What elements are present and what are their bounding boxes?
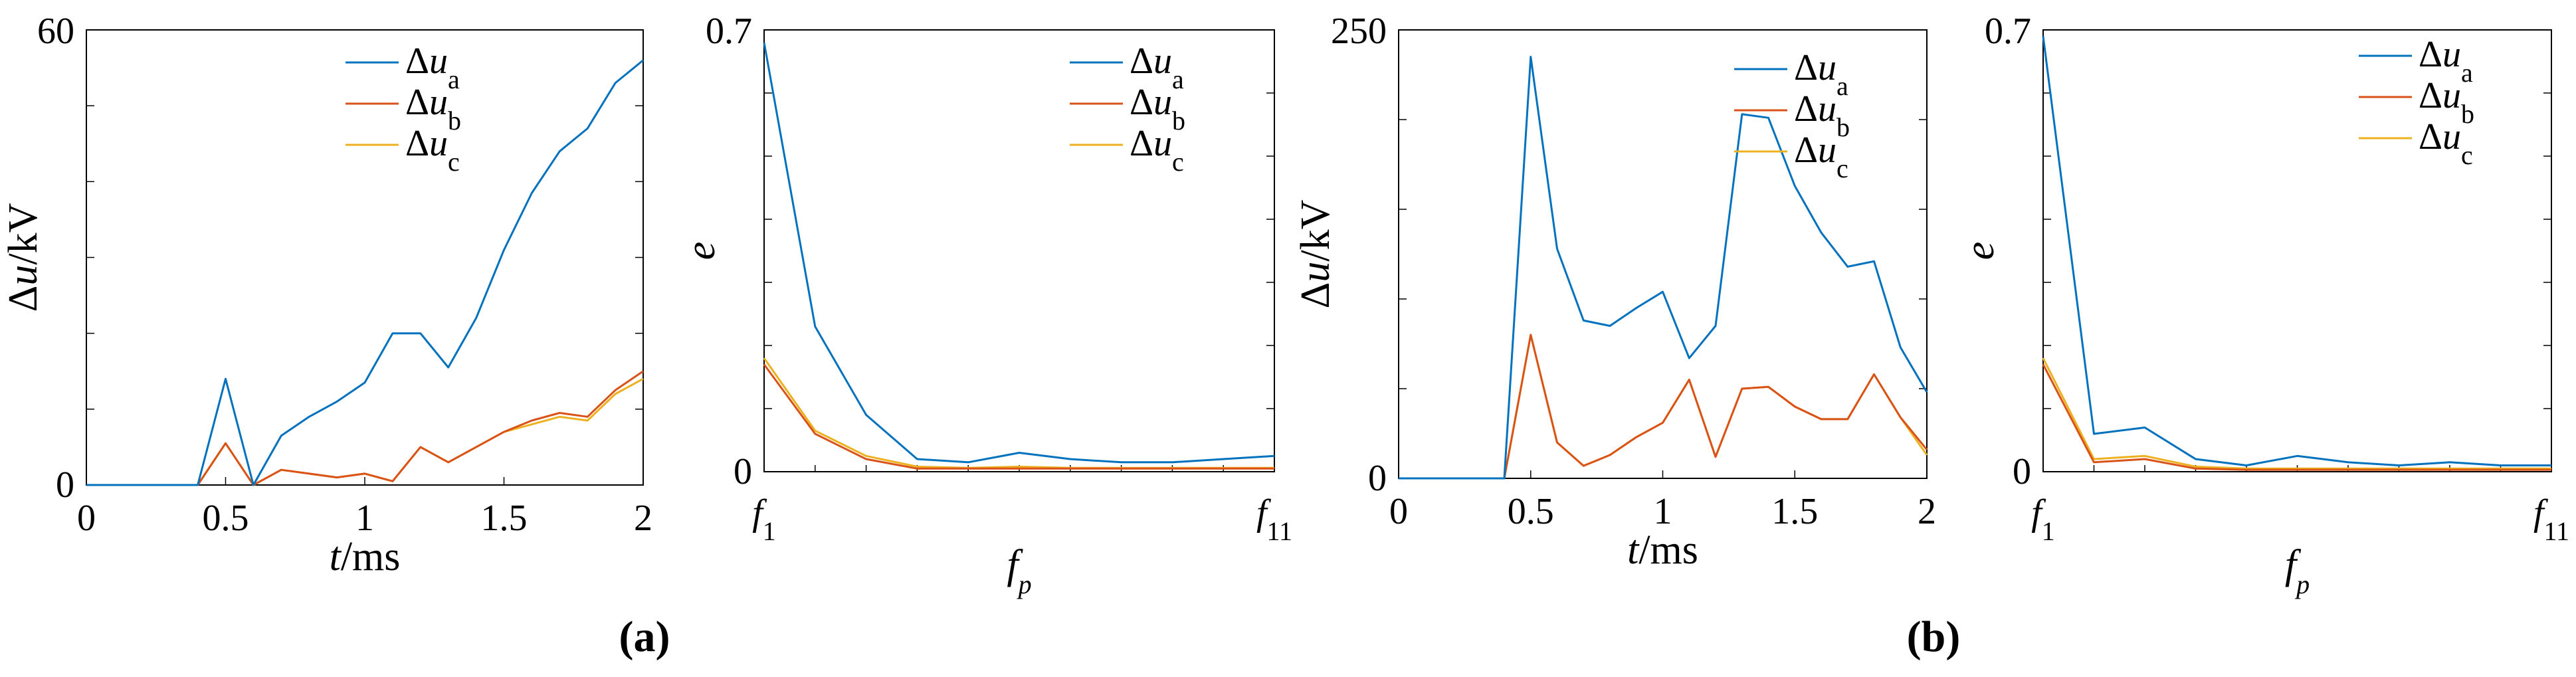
legend-entry-b: Δub xyxy=(1130,82,1185,136)
y-tick-label: 60 xyxy=(37,11,74,52)
plot-frame xyxy=(2042,29,2552,472)
plot-frame xyxy=(763,29,1275,472)
series-line-a xyxy=(86,59,644,486)
legend-entry-b: Δub xyxy=(2419,75,2474,129)
x-tick-label: f1 xyxy=(2031,492,2055,546)
x-tick-label: f1 xyxy=(752,492,776,546)
legend-entry-a: Δua xyxy=(1130,41,1184,94)
x-tick-label: 1.5 xyxy=(1771,491,1818,532)
x-tick-label: 0.5 xyxy=(203,498,249,539)
x-tick-label: f11 xyxy=(2533,492,2569,546)
y-tick-label: 0.7 xyxy=(1985,11,2031,52)
y-tick-label: 250 xyxy=(1331,11,1387,52)
x-tick-label: 1 xyxy=(355,498,374,539)
y-tick-label: 0 xyxy=(56,464,74,506)
x-tick-label: 2 xyxy=(1918,491,1936,532)
series-line-a xyxy=(1399,56,1928,480)
legend-entry-a: Δua xyxy=(2419,34,2473,88)
series-line-b xyxy=(2042,363,2551,471)
legend-entry-a: Δua xyxy=(405,41,460,94)
x-tick-label: f11 xyxy=(1256,492,1292,546)
x-axis-label: t/ms xyxy=(330,534,401,579)
y-tick-label: 0 xyxy=(1368,458,1387,499)
series-line-a xyxy=(763,42,1275,464)
y-tick-label: 0 xyxy=(734,451,752,492)
legend-entry-b: Δub xyxy=(1794,88,1850,142)
panel-label-b: (b) xyxy=(1907,613,1961,661)
legend-entry-c: Δuc xyxy=(2419,116,2473,170)
legend-entry-c: Δuc xyxy=(1794,130,1848,183)
legend-entry-b: Δub xyxy=(405,82,461,136)
series-line-b xyxy=(1399,334,1928,480)
series-line-b xyxy=(86,370,644,486)
y-axis-label: e xyxy=(678,242,724,260)
y-axis-label: Δu/kV xyxy=(1,203,46,312)
x-tick-label: 0 xyxy=(77,498,96,539)
series-line-c xyxy=(763,357,1274,469)
legend-entry-c: Δuc xyxy=(405,123,460,177)
series-line-b xyxy=(763,363,1274,470)
panel-label-a: (a) xyxy=(619,613,670,661)
series-line-c xyxy=(1399,334,1928,480)
y-axis-label: Δu/kV xyxy=(1293,199,1338,308)
legend-entry-c: Δuc xyxy=(1130,123,1184,177)
x-axis-label: fp xyxy=(2285,542,2310,599)
y-tick-label: 0.7 xyxy=(706,11,752,52)
series-line-c xyxy=(86,377,644,486)
x-tick-label: 0.5 xyxy=(1508,491,1554,532)
series-line-c xyxy=(2042,357,2551,470)
y-axis-label: e xyxy=(1957,242,2003,260)
x-axis-label: fp xyxy=(1007,542,1031,599)
y-tick-label: 0 xyxy=(2013,451,2031,492)
x-tick-label: 1 xyxy=(1654,491,1672,532)
x-axis-label: t/ms xyxy=(1627,528,1698,573)
x-tick-label: 2 xyxy=(634,498,652,539)
x-tick-label: 1.5 xyxy=(481,498,528,539)
series-line-a xyxy=(2042,36,2551,466)
legend-entry-a: Δua xyxy=(1794,47,1848,101)
x-tick-label: 0 xyxy=(1389,491,1408,532)
